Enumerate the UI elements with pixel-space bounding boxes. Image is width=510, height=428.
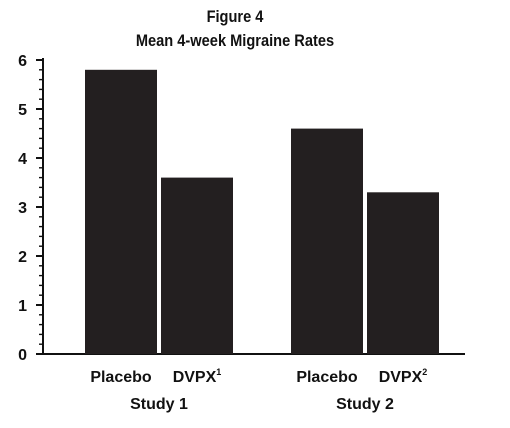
bar bbox=[291, 128, 363, 354]
footnote-superscript: 1 bbox=[216, 367, 221, 377]
y-tick-label: 6 bbox=[18, 53, 27, 70]
group-label: Study 2 bbox=[336, 396, 394, 413]
y-tick-label: 2 bbox=[18, 249, 27, 266]
group-label: Study 1 bbox=[130, 396, 188, 413]
footnote-superscript: 2 bbox=[422, 367, 427, 377]
chart-subtitle: Mean 4-week Migraine Rates bbox=[135, 31, 335, 50]
y-tick-label: 5 bbox=[18, 102, 27, 119]
bar bbox=[161, 177, 233, 354]
bar-category-label: Placebo bbox=[296, 369, 358, 386]
bar-category-label: DVPX1 bbox=[173, 367, 222, 386]
y-tick-label: 4 bbox=[18, 151, 27, 168]
chart-title: Figure 4 bbox=[206, 7, 264, 26]
bar bbox=[85, 69, 157, 355]
y-tick-label: 0 bbox=[18, 347, 27, 364]
bar-category-label: Placebo bbox=[90, 369, 152, 386]
bar-category-label: DVPX2 bbox=[379, 367, 428, 386]
y-tick-label: 3 bbox=[18, 200, 27, 217]
y-tick-label: 1 bbox=[18, 298, 27, 315]
bar bbox=[367, 192, 439, 354]
